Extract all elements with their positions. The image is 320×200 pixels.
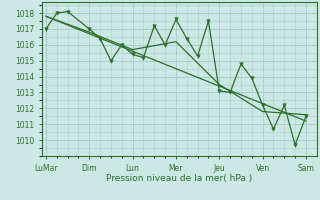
X-axis label: Pression niveau de la mer( hPa ): Pression niveau de la mer( hPa ) <box>106 174 252 183</box>
